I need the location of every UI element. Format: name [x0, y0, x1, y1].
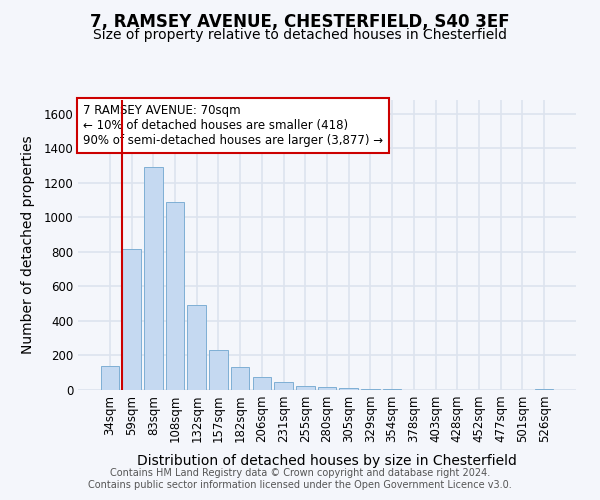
Bar: [101, 366, 119, 390]
Text: 7, RAMSEY AVENUE, CHESTERFIELD, S40 3EF: 7, RAMSEY AVENUE, CHESTERFIELD, S40 3EF: [90, 12, 510, 30]
Bar: [383, 389, 401, 390]
Bar: [340, 388, 358, 390]
Bar: [231, 366, 250, 390]
Bar: [122, 250, 141, 390]
Text: Contains public sector information licensed under the Open Government Licence v3: Contains public sector information licen…: [88, 480, 512, 490]
Bar: [535, 389, 553, 390]
Bar: [187, 306, 206, 390]
Text: 7 RAMSEY AVENUE: 70sqm
← 10% of detached houses are smaller (418)
90% of semi-de: 7 RAMSEY AVENUE: 70sqm ← 10% of detached…: [83, 104, 383, 148]
Bar: [361, 388, 380, 390]
Bar: [144, 168, 163, 390]
X-axis label: Distribution of detached houses by size in Chesterfield: Distribution of detached houses by size …: [137, 454, 517, 468]
Bar: [274, 382, 293, 390]
Text: Size of property relative to detached houses in Chesterfield: Size of property relative to detached ho…: [93, 28, 507, 42]
Bar: [253, 377, 271, 390]
Bar: [209, 350, 227, 390]
Y-axis label: Number of detached properties: Number of detached properties: [21, 136, 35, 354]
Bar: [296, 386, 314, 390]
Text: Contains HM Land Registry data © Crown copyright and database right 2024.: Contains HM Land Registry data © Crown c…: [110, 468, 490, 477]
Bar: [166, 202, 184, 390]
Bar: [318, 387, 336, 390]
